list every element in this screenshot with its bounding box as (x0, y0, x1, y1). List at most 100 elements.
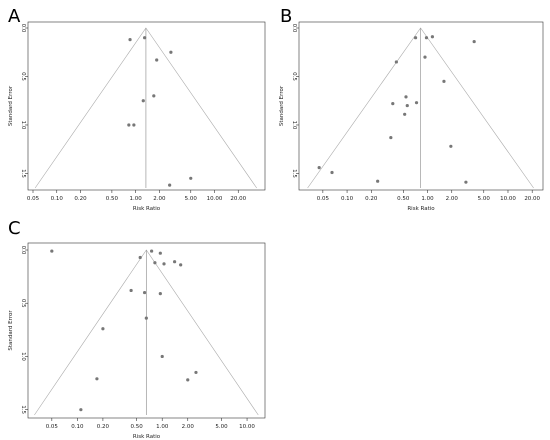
panel-a-x-tick-label: 0.10 (51, 196, 64, 202)
panel-c-study-point (50, 249, 54, 253)
panel-b-x-tick-label: 5.00 (478, 196, 491, 202)
panel-c-x-tick-label: 5.00 (215, 424, 228, 430)
panel-c-y-tick-label: 1.0 (20, 352, 26, 361)
panel-c-x-tick-label: 0.50 (131, 424, 144, 430)
panel-c: C 0.05 0.10 0.20 0.50 1.00 2.00 5.00 10.000.00.… (8, 218, 266, 440)
panel-c-study-point (150, 249, 154, 253)
panel-b-x-tick-label: 2.00 (446, 196, 459, 202)
panel-b-study-point (391, 102, 395, 106)
panel-c-x-tick-label: 0.10 (71, 424, 84, 430)
panel-c-study-point (95, 377, 99, 381)
panel-b-study-point (414, 101, 419, 105)
panel-c-study-point (158, 292, 162, 296)
panel-c-study-point (179, 263, 183, 267)
panel-a-study-point (141, 99, 145, 103)
panel-c-plot-frame (27, 242, 266, 419)
panel-b-study-point (317, 166, 321, 170)
panel-c-study-point (138, 255, 142, 260)
panel-b-x-tick-label: 0.10 (341, 196, 354, 202)
panel-a-x-tick-label: 20.00 (230, 196, 246, 202)
panel-a-x-tick-label: 0.05 (27, 196, 40, 202)
panel-c-study-point (129, 288, 133, 293)
panel-b-study-point (389, 135, 393, 140)
panel-a-study-point (155, 58, 159, 62)
panel-a-y-axis-title: Standard Error (8, 85, 14, 126)
panel-a-y-tick-label: 1.5 (20, 169, 26, 178)
panel-c-study-point (173, 260, 177, 264)
panel-c-study-point (160, 354, 164, 359)
panel-b-study-point (449, 144, 453, 148)
panel-c-study-point (162, 262, 166, 266)
panel-b-x-tick-label: 20.00 (524, 196, 540, 202)
panel-b-y-tick-label: 0.5 (291, 72, 297, 81)
panel-b-x-tick-label: 0.20 (365, 196, 378, 202)
panel-c-y-tick-label: 1.5 (20, 405, 26, 414)
panel-b-study-point (472, 39, 476, 44)
panel-c-study-point (153, 261, 157, 265)
panel-c-x-tick-label: 0.05 (46, 424, 59, 430)
panel-a-study-point (168, 183, 172, 187)
panel-b-y-tick-label: 0.0 (291, 24, 297, 33)
panel-a-study-point (152, 94, 156, 98)
panel-a-study-point (169, 50, 173, 54)
panel-b-x-axis-title: Risk Ratio (407, 206, 435, 212)
panel-c-x-tick-label: 1.00 (156, 424, 169, 430)
panel-a-x-tick-label: 1.00 (130, 196, 143, 202)
panel-b-study-point (413, 36, 418, 40)
panel-b-study-point (423, 55, 427, 59)
panel-a-x-axis-title: Risk Ratio (133, 206, 161, 212)
panel-b-letter: B (280, 6, 292, 27)
panel-c-study-point (144, 316, 148, 320)
panel-a-x-tick-label: 10.00 (207, 196, 223, 202)
panel-b-x-tick-label: 10.00 (500, 196, 516, 202)
panel-c-x-tick-label: 2.00 (182, 424, 195, 430)
panel-a-plot-frame (27, 21, 266, 191)
panel-b-study-point (442, 79, 446, 83)
panel-a-study-point (132, 123, 136, 127)
panel-a-study-point (189, 176, 193, 180)
panel-b-study-point (405, 103, 409, 108)
panel-b-plot-frame (298, 21, 544, 191)
panel-b-plot: 0.05 0.10 0.20 0.50 1.00 2.00 5.00 10.00 20.00 0.… (279, 21, 544, 212)
panel-a-x-tick-label: 0.50 (106, 196, 119, 202)
panel-b-study-point (330, 170, 334, 175)
panel-b-x-tick-label: 0.50 (397, 196, 410, 202)
panel-b-study-point (464, 180, 468, 184)
panel-a-letter: A (8, 6, 21, 27)
panel-b-x-tick-label: 1.00 (421, 196, 434, 202)
panel-c-study-point (186, 378, 190, 382)
panel-c-study-point (194, 370, 198, 375)
panel-a-x-tick-label: 2.00 (153, 196, 166, 202)
panel-c-study-point (142, 290, 147, 295)
panel-b-y-axis-title: Standard Error (279, 85, 285, 126)
panel-a-study-point (127, 123, 131, 127)
panel-c-y-axis-title: Standard Error (8, 310, 14, 351)
panel-c-plot: 0.05 0.10 0.20 0.50 1.00 2.00 5.00 10.00 0.0 0.5 1… (8, 242, 266, 440)
panel-a-y-tick-label: 1.0 (20, 121, 26, 130)
panel-b-y-tick-label: 1.5 (291, 169, 297, 178)
panel-b-study-point (403, 112, 407, 116)
panel-a-x-tick-label: 5.00 (185, 196, 198, 202)
panel-c-study-point (101, 327, 105, 331)
panel-c-x-axis-title: Risk Ratio (133, 434, 161, 440)
panel-b-x-tick-label: 0.05 (317, 196, 330, 202)
panel-c-x-tick-label: 10.00 (239, 424, 255, 430)
panel-c-study-point (79, 408, 83, 412)
panel-b-study-point (424, 36, 429, 40)
panel-c-study-point (158, 251, 162, 255)
panel-b-study-point (430, 35, 435, 39)
panel-c-x-tick-label: 0.20 (97, 424, 110, 430)
panel-a-x-tick-label: 0.20 (74, 196, 87, 202)
panel-a-plot: 0.05 0.10 0.20 0.50 1.00 2.00 5.00 10.00 20.00 0.… (8, 21, 266, 212)
panel-a-y-tick-label: 0.0 (20, 24, 26, 33)
panel-b-study-point (376, 179, 380, 183)
panel-a-study-point (128, 38, 132, 42)
panel-c-y-tick-label: 0.0 (20, 246, 26, 255)
panel-a: A 0.05 0.10 0.20 0.50 1.00 2.00 5.00 10.00 20.00… (8, 6, 266, 212)
panel-a-y-tick-label: 0.5 (20, 72, 26, 81)
panel-a-study-point (143, 36, 147, 40)
panel-c-letter: C (8, 218, 21, 239)
panel-b-study-point (404, 95, 408, 99)
panel-b: B 0.05 0.10 0.20 0.50 1.00 2.00 5.00 10.00 20.00… (279, 6, 544, 212)
